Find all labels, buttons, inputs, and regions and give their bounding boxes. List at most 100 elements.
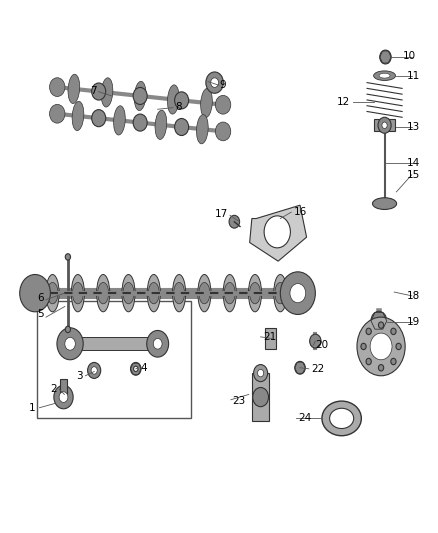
Circle shape	[175, 118, 189, 135]
Circle shape	[391, 358, 396, 365]
Text: 20: 20	[315, 341, 328, 350]
Ellipse shape	[248, 274, 261, 312]
Bar	[66, 337, 162, 351]
Circle shape	[215, 95, 231, 114]
Ellipse shape	[223, 274, 236, 312]
Text: 11: 11	[407, 71, 420, 80]
Ellipse shape	[322, 401, 361, 436]
Ellipse shape	[113, 106, 125, 135]
Ellipse shape	[122, 274, 135, 312]
Bar	[374, 119, 395, 131]
Circle shape	[206, 72, 223, 93]
Ellipse shape	[147, 274, 160, 312]
Text: 21: 21	[263, 332, 276, 342]
Text: 24: 24	[298, 414, 311, 423]
Circle shape	[361, 343, 366, 350]
Text: 4: 4	[140, 363, 147, 373]
Ellipse shape	[201, 88, 212, 118]
Circle shape	[371, 311, 387, 330]
Circle shape	[366, 358, 371, 365]
Circle shape	[366, 328, 371, 335]
Ellipse shape	[72, 101, 84, 131]
Circle shape	[254, 365, 268, 382]
Circle shape	[59, 392, 68, 402]
Ellipse shape	[329, 408, 354, 429]
Text: 19: 19	[407, 318, 420, 327]
Ellipse shape	[72, 282, 83, 304]
Ellipse shape	[173, 274, 186, 312]
Ellipse shape	[197, 115, 208, 144]
Text: 16: 16	[293, 207, 307, 217]
Text: 13: 13	[407, 122, 420, 132]
Circle shape	[258, 369, 264, 377]
Text: 8: 8	[175, 102, 182, 111]
Text: 10: 10	[403, 51, 416, 61]
Text: 18: 18	[407, 291, 420, 301]
Circle shape	[49, 104, 65, 123]
Circle shape	[215, 122, 231, 141]
Circle shape	[20, 274, 50, 312]
Circle shape	[229, 215, 240, 228]
Circle shape	[133, 87, 147, 104]
Circle shape	[49, 78, 65, 96]
Ellipse shape	[372, 198, 397, 209]
Ellipse shape	[275, 282, 286, 304]
Ellipse shape	[97, 274, 110, 312]
Circle shape	[134, 366, 138, 372]
Text: 23: 23	[232, 396, 245, 406]
Ellipse shape	[198, 274, 211, 312]
Circle shape	[357, 317, 405, 376]
Ellipse shape	[46, 274, 59, 312]
Ellipse shape	[250, 282, 261, 304]
Circle shape	[147, 330, 169, 357]
Circle shape	[88, 362, 101, 378]
Bar	[37, 301, 191, 418]
Ellipse shape	[167, 85, 179, 114]
Text: 17: 17	[215, 209, 228, 219]
Circle shape	[378, 117, 391, 133]
Text: 9: 9	[219, 80, 226, 90]
Circle shape	[253, 387, 268, 407]
Circle shape	[65, 254, 71, 260]
Circle shape	[92, 110, 106, 127]
Ellipse shape	[71, 274, 85, 312]
Circle shape	[131, 362, 141, 375]
Text: 2: 2	[50, 384, 57, 394]
Circle shape	[65, 337, 75, 350]
Circle shape	[378, 322, 384, 328]
Ellipse shape	[379, 73, 390, 78]
Circle shape	[54, 385, 73, 409]
Bar	[265, 328, 276, 349]
Circle shape	[396, 343, 401, 350]
Ellipse shape	[98, 282, 109, 304]
Circle shape	[295, 361, 305, 374]
Ellipse shape	[155, 110, 167, 140]
Circle shape	[370, 333, 392, 360]
Circle shape	[380, 50, 391, 64]
Circle shape	[91, 367, 97, 374]
Circle shape	[382, 122, 387, 128]
Circle shape	[391, 328, 396, 335]
Circle shape	[211, 78, 219, 87]
Text: 12: 12	[337, 98, 350, 107]
Ellipse shape	[173, 282, 184, 304]
Polygon shape	[250, 205, 307, 261]
Text: 14: 14	[407, 158, 420, 167]
Ellipse shape	[224, 282, 235, 304]
Text: 7: 7	[90, 86, 96, 95]
Ellipse shape	[68, 74, 80, 103]
Circle shape	[280, 272, 315, 314]
Circle shape	[57, 328, 83, 360]
Circle shape	[133, 114, 147, 131]
Circle shape	[290, 284, 306, 303]
Ellipse shape	[148, 282, 159, 304]
Circle shape	[153, 338, 162, 349]
Ellipse shape	[374, 71, 396, 80]
Text: 6: 6	[37, 294, 44, 303]
Circle shape	[65, 326, 71, 333]
Ellipse shape	[101, 78, 113, 107]
Text: 1: 1	[28, 403, 35, 413]
Text: 3: 3	[77, 371, 83, 381]
Circle shape	[264, 216, 290, 248]
Text: 22: 22	[311, 364, 324, 374]
